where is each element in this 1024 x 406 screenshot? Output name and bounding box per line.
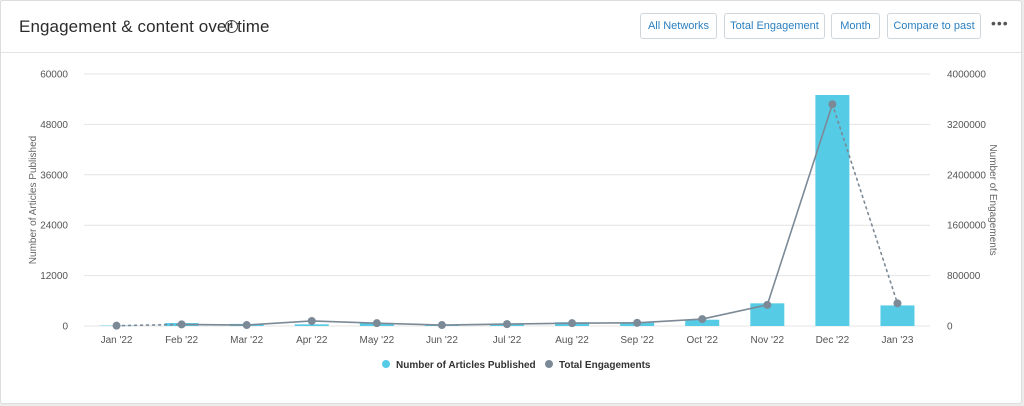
- line-point: [828, 100, 837, 109]
- more-horizontal-icon[interactable]: •••: [991, 15, 1009, 31]
- x-tick-label: Sep '22: [620, 335, 654, 346]
- line-point: [893, 299, 902, 308]
- line-point: [372, 319, 381, 328]
- x-tick-label: Apr '22: [296, 335, 328, 346]
- y-left-axis-title: Number of Articles Published: [28, 136, 39, 264]
- line-segment: [376, 322, 442, 326]
- y-left-tick-label: 12000: [40, 271, 68, 282]
- all-networks-button[interactable]: All Networks: [640, 13, 717, 39]
- month-button[interactable]: Month: [831, 13, 880, 39]
- page-title: Engagement & content over time: [19, 17, 270, 36]
- line-segment: [115, 323, 183, 327]
- x-tick-label: Jul '22: [493, 335, 522, 346]
- legend-marker-articles: [382, 360, 390, 368]
- x-tick-label: Jan '23: [881, 335, 913, 346]
- x-tick-label: Mar '22: [230, 335, 263, 346]
- legend-marker-engagements: [545, 360, 553, 368]
- line-segment: [441, 323, 508, 326]
- line-segment: [766, 103, 834, 306]
- line-segment: [702, 304, 768, 320]
- y-left-tick-label: 48000: [40, 120, 68, 131]
- bar: [815, 95, 850, 326]
- y-right-tick-label: 3200000: [947, 120, 986, 131]
- line-point: [177, 320, 186, 329]
- line-point: [633, 318, 642, 327]
- line-segment: [506, 322, 573, 325]
- y-left-tick-label: 24000: [40, 221, 68, 232]
- x-tick-label: Dec '22: [816, 335, 850, 346]
- bar: [294, 324, 329, 326]
- line-segment: [181, 323, 247, 326]
- line-point: [307, 316, 316, 325]
- y-right-axis-title: Number of Engagements: [987, 144, 998, 255]
- line-point: [112, 321, 121, 330]
- legend-label-engagements: Total Engagements: [559, 360, 651, 371]
- x-tick-label: Jun '22: [426, 335, 458, 346]
- x-tick-label: Oct '22: [687, 335, 719, 346]
- line-point: [763, 300, 772, 309]
- x-tick-label: Aug '22: [555, 335, 589, 346]
- line-segment: [246, 320, 312, 326]
- line-point: [568, 319, 577, 328]
- y-right-tick-label: 0: [947, 322, 953, 333]
- y-right-tick-label: 2400000: [947, 170, 986, 181]
- total-engagement-button[interactable]: Total Engagement: [724, 13, 825, 39]
- line-point: [503, 320, 511, 329]
- line-segment: [311, 320, 377, 324]
- line-segment: [637, 318, 703, 324]
- y-left-tick-label: 0: [62, 322, 68, 333]
- x-tick-label: May '22: [359, 335, 394, 346]
- bar: [880, 305, 915, 326]
- line-point: [698, 315, 707, 324]
- x-tick-label: Jan '22: [101, 335, 133, 346]
- compare-to-past-button[interactable]: Compare to past: [887, 13, 981, 39]
- y-right-tick-label: 800000: [947, 271, 981, 282]
- card-header: Engagement & content over time i All Net…: [1, 1, 1021, 53]
- x-tick-label: Feb '22: [165, 335, 198, 346]
- engagement-chart: 0 12000 24000 36000 48000 60000 0 800000 1600000…: [28, 70, 998, 372]
- line-segment: [831, 103, 899, 305]
- bar: [750, 303, 785, 326]
- info-icon[interactable]: i: [225, 20, 238, 33]
- x-tick-label: Nov '22: [751, 335, 785, 346]
- legend-label-articles: Number of Articles Published: [396, 360, 536, 371]
- y-right-tick-label: 1600000: [947, 221, 986, 232]
- line-point: [242, 321, 251, 330]
- line-point: [437, 321, 446, 330]
- y-left-tick-label: 60000: [40, 70, 68, 81]
- y-right-tick-label: 4000000: [947, 70, 986, 81]
- y-left-tick-label: 36000: [40, 170, 68, 181]
